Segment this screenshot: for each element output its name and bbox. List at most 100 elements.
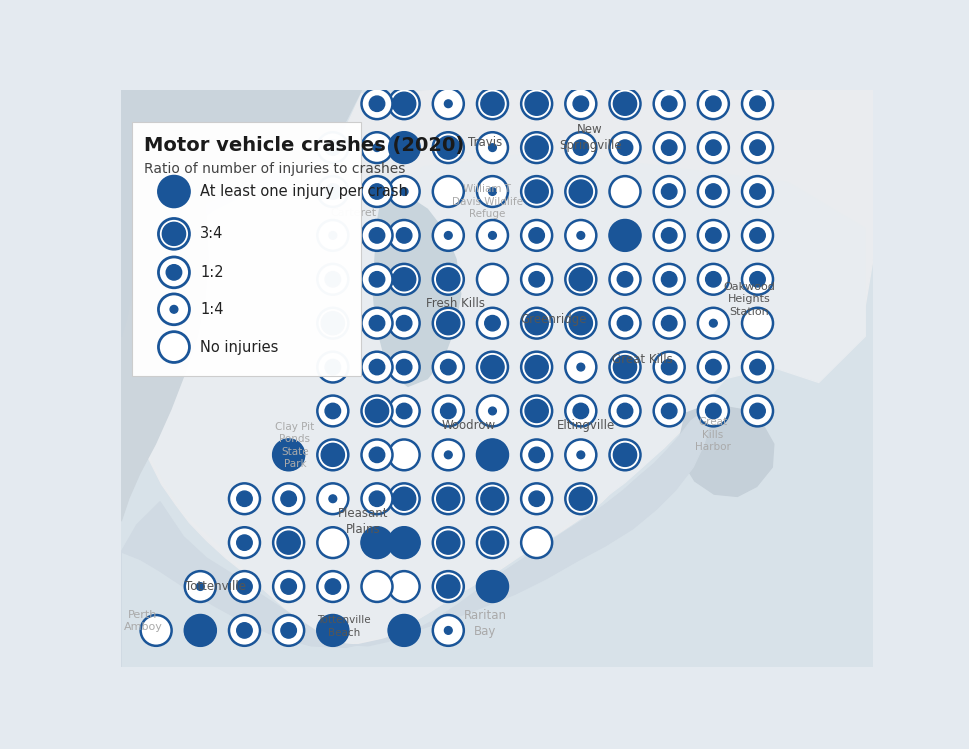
Circle shape: [432, 395, 463, 426]
Circle shape: [369, 184, 385, 199]
Circle shape: [389, 395, 420, 426]
Circle shape: [609, 133, 640, 163]
Circle shape: [170, 306, 177, 313]
Circle shape: [361, 527, 392, 558]
Circle shape: [273, 440, 304, 470]
Circle shape: [477, 527, 508, 558]
Circle shape: [616, 403, 632, 419]
Circle shape: [749, 360, 765, 374]
Circle shape: [321, 443, 344, 467]
Text: 3:4: 3:4: [200, 226, 224, 241]
Circle shape: [520, 88, 551, 119]
Circle shape: [392, 267, 416, 291]
Circle shape: [236, 622, 252, 638]
Circle shape: [741, 133, 772, 163]
Circle shape: [565, 395, 596, 426]
Text: Motor vehicle crashes (2020): Motor vehicle crashes (2020): [143, 136, 463, 155]
Circle shape: [569, 487, 592, 510]
Circle shape: [653, 395, 684, 426]
Circle shape: [573, 403, 588, 419]
Circle shape: [661, 315, 676, 331]
Circle shape: [528, 228, 544, 243]
Circle shape: [369, 228, 385, 243]
Circle shape: [325, 272, 340, 287]
Circle shape: [488, 407, 496, 415]
Circle shape: [158, 219, 189, 249]
Circle shape: [141, 615, 172, 646]
Circle shape: [277, 531, 300, 554]
Circle shape: [162, 222, 185, 246]
Circle shape: [361, 133, 392, 163]
FancyBboxPatch shape: [132, 122, 360, 376]
Circle shape: [661, 360, 676, 374]
Circle shape: [661, 184, 676, 199]
Text: Clay Pit
Ponds
State
Park: Clay Pit Ponds State Park: [275, 422, 314, 469]
Text: Tottenville
Beach: Tottenville Beach: [317, 616, 370, 637]
Circle shape: [573, 96, 588, 112]
Circle shape: [317, 220, 348, 251]
Circle shape: [369, 96, 385, 112]
Circle shape: [432, 352, 463, 383]
Circle shape: [317, 483, 348, 514]
Circle shape: [477, 176, 508, 207]
Circle shape: [565, 352, 596, 383]
Text: No injuries: No injuries: [200, 339, 278, 354]
Circle shape: [565, 88, 596, 119]
Circle shape: [565, 264, 596, 294]
Circle shape: [444, 100, 452, 108]
Circle shape: [481, 356, 504, 379]
Circle shape: [361, 220, 392, 251]
Circle shape: [317, 352, 348, 383]
Text: Tottenville: Tottenville: [185, 580, 246, 593]
Circle shape: [488, 188, 496, 195]
Circle shape: [565, 440, 596, 470]
Circle shape: [444, 451, 452, 458]
Circle shape: [520, 352, 551, 383]
Circle shape: [432, 308, 463, 339]
Circle shape: [317, 440, 348, 470]
Text: Raritan
Bay: Raritan Bay: [463, 609, 507, 638]
Circle shape: [565, 133, 596, 163]
Circle shape: [361, 176, 392, 207]
Text: William T
Davis Wildlife
Refuge: William T Davis Wildlife Refuge: [452, 184, 522, 219]
Circle shape: [477, 220, 508, 251]
Circle shape: [704, 228, 720, 243]
Circle shape: [432, 483, 463, 514]
Circle shape: [236, 579, 252, 594]
Circle shape: [369, 447, 385, 463]
Circle shape: [609, 220, 640, 251]
Circle shape: [389, 133, 420, 163]
Circle shape: [436, 531, 459, 554]
Circle shape: [616, 315, 632, 331]
Circle shape: [273, 483, 304, 514]
Circle shape: [573, 140, 588, 155]
Text: Pleasant
Plains: Pleasant Plains: [337, 506, 388, 536]
Circle shape: [317, 133, 348, 163]
Circle shape: [749, 184, 765, 199]
Circle shape: [325, 403, 340, 419]
Circle shape: [389, 308, 420, 339]
Circle shape: [612, 92, 636, 115]
Circle shape: [361, 527, 392, 558]
Circle shape: [488, 231, 496, 239]
Circle shape: [741, 176, 772, 207]
Circle shape: [273, 527, 304, 558]
Circle shape: [520, 395, 551, 426]
Circle shape: [477, 483, 508, 514]
Circle shape: [488, 144, 496, 151]
Circle shape: [436, 136, 459, 160]
Circle shape: [749, 140, 765, 155]
Circle shape: [704, 96, 720, 112]
Circle shape: [317, 308, 348, 339]
Circle shape: [477, 133, 508, 163]
Circle shape: [704, 403, 720, 419]
Circle shape: [281, 579, 297, 594]
Circle shape: [520, 483, 551, 514]
Circle shape: [609, 395, 640, 426]
Circle shape: [392, 487, 416, 510]
Circle shape: [565, 220, 596, 251]
Circle shape: [528, 491, 544, 506]
Circle shape: [708, 319, 716, 327]
Circle shape: [317, 395, 348, 426]
Circle shape: [653, 220, 684, 251]
